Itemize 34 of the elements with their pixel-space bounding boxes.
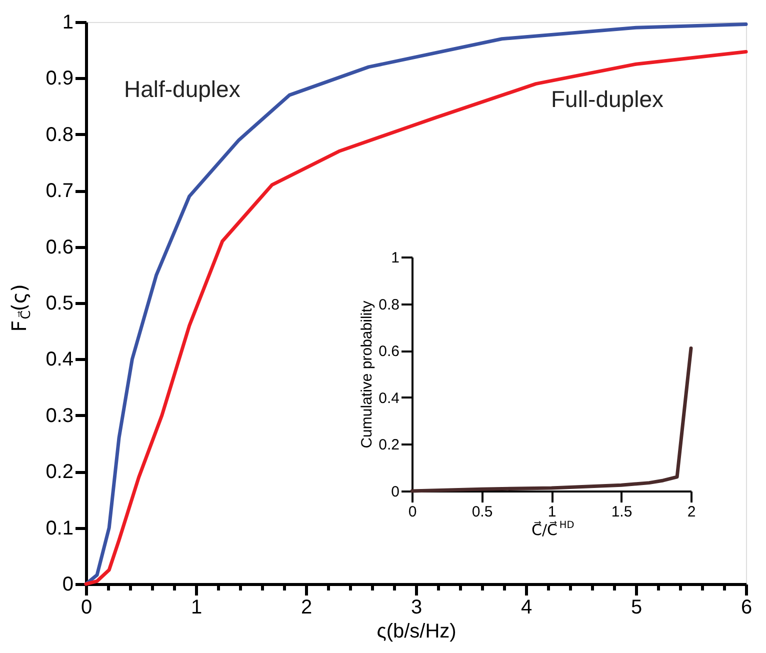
x-tick-label: 2 — [300, 596, 312, 618]
x-tick-label: 0 — [408, 504, 417, 520]
x-axis-title: ς(b/s/Hz) — [376, 620, 456, 642]
y-tick-label: 0.3 — [46, 404, 74, 427]
x-tick-label: 1 — [190, 596, 202, 618]
series-label: Full-duplex — [551, 86, 664, 112]
y-axis-title: Cumulative probability — [358, 300, 376, 448]
x-tick-label: 4 — [520, 596, 532, 618]
y-tick-label: 0.6 — [378, 343, 400, 360]
y-tick-label: 0.2 — [46, 461, 74, 484]
x-tick-label: 1.5 — [611, 504, 632, 520]
y-tick-label: 0.7 — [46, 180, 74, 202]
x-tick-label: 3 — [410, 596, 422, 618]
y-axis-title: FC⃗(ς) — [7, 284, 34, 332]
y-tick-label: 0 — [62, 574, 74, 596]
y-tick-label: 1 — [62, 12, 74, 34]
x-tick-label: 0 — [80, 596, 92, 618]
y-tick-label: 0.8 — [46, 124, 74, 146]
y-tick-label: 0.8 — [378, 296, 400, 314]
y-tick-label: 0.1 — [46, 517, 74, 540]
y-tick-label: 0.6 — [46, 236, 74, 258]
series-label: Half-duplex — [124, 76, 241, 102]
x-tick-label: 6 — [740, 596, 752, 618]
y-tick-label: 0.5 — [46, 292, 74, 314]
y-tick-label: 0.4 — [46, 348, 74, 371]
y-tick-label: 0.4 — [378, 390, 400, 407]
y-tick-label: 0.2 — [378, 436, 400, 454]
x-tick-label: 0.5 — [472, 504, 493, 520]
y-tick-label: 0.9 — [46, 68, 74, 90]
x-tick-label: 2 — [687, 504, 696, 520]
y-tick-label: 1 — [391, 250, 400, 266]
y-tick-label: 0 — [391, 484, 400, 500]
x-tick-label: 1 — [548, 504, 556, 520]
x-tick-label: 5 — [630, 596, 642, 618]
